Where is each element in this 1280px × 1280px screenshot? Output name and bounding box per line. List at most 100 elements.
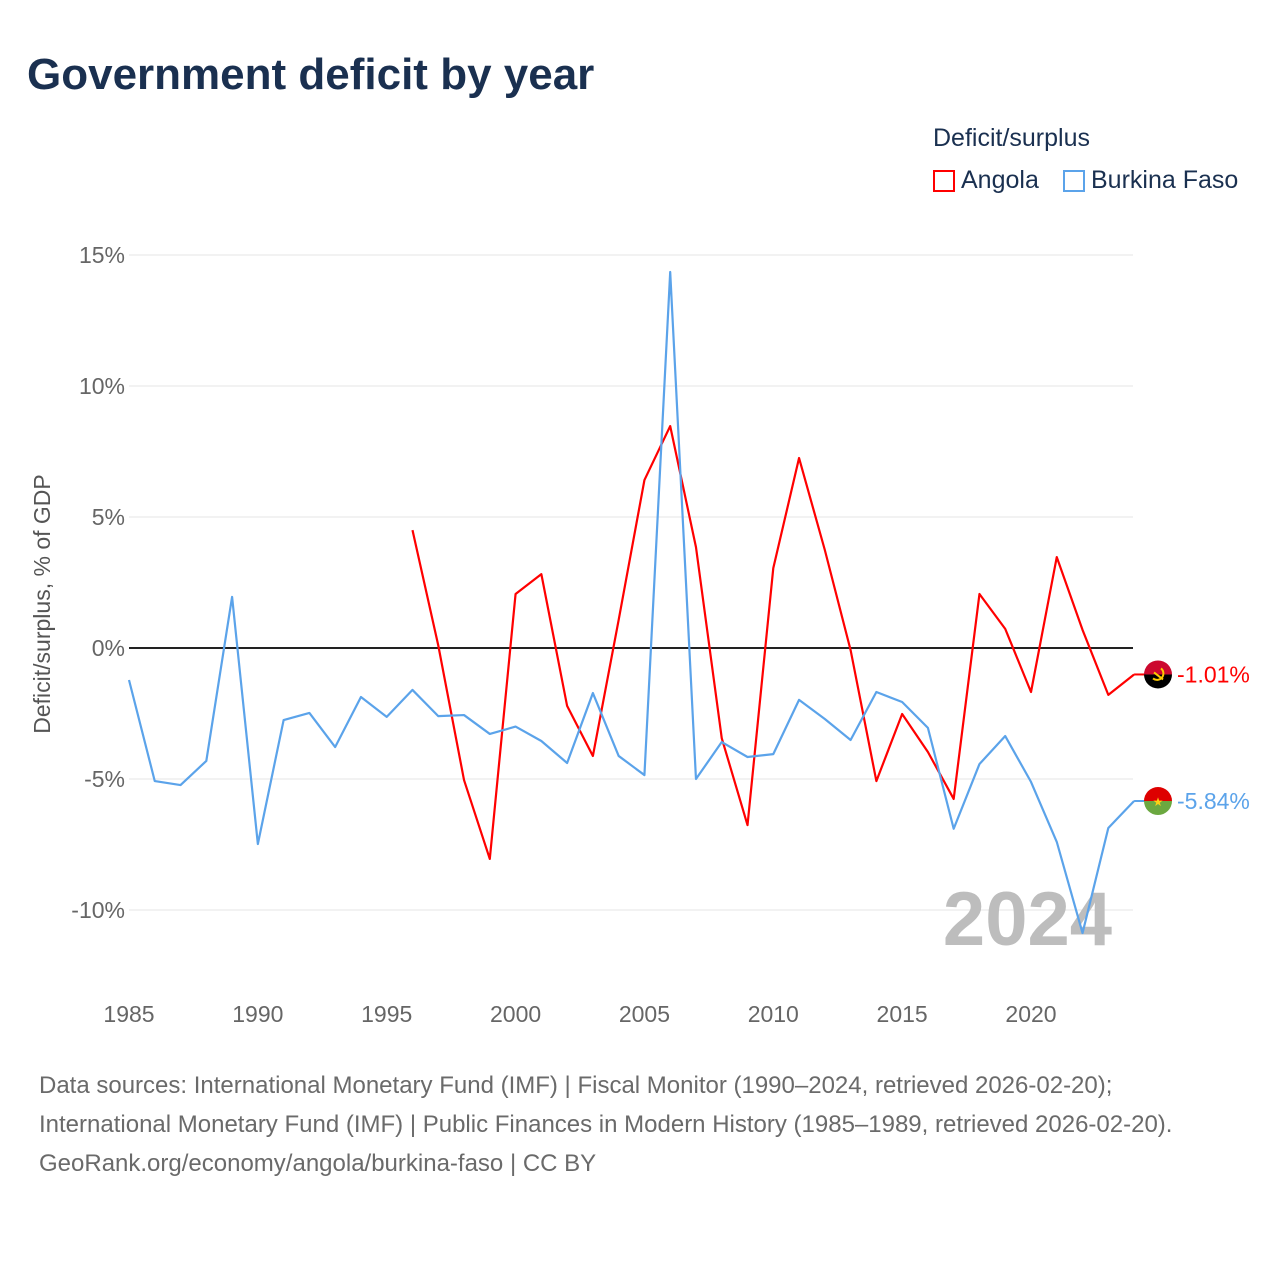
data-point-burkina-faso[interactable] <box>229 594 235 600</box>
data-sources: Data sources: International Monetary Fun… <box>39 1072 1173 1138</box>
data-point-burkina-faso[interactable] <box>1054 839 1060 845</box>
data-point-angola[interactable] <box>616 617 622 623</box>
x-tick-label: 2010 <box>748 1001 799 1027</box>
data-point-burkina-faso[interactable] <box>616 753 622 759</box>
data-point-angola[interactable] <box>590 753 596 759</box>
data-point-burkina-faso[interactable] <box>899 699 905 705</box>
legend-swatch-angola <box>933 169 955 192</box>
data-point-burkina-faso[interactable] <box>384 714 390 720</box>
legend-item-angola[interactable]: Angola <box>933 166 1039 195</box>
data-point-burkina-faso[interactable] <box>203 758 209 764</box>
x-tick-label: 2020 <box>1005 1001 1056 1027</box>
y-tick-label: 5% <box>92 504 125 530</box>
data-point-burkina-faso[interactable] <box>255 841 261 847</box>
svg-text:★: ★ <box>1153 795 1164 809</box>
flag-angola-icon <box>1144 660 1172 689</box>
data-point-angola[interactable] <box>538 571 544 577</box>
data-point-burkina-faso[interactable] <box>306 710 312 716</box>
data-point-angola[interactable] <box>513 591 519 597</box>
data-point-angola[interactable] <box>487 856 493 862</box>
data-point-burkina-faso[interactable] <box>667 269 673 275</box>
flag-burkina-faso-icon: ★ <box>1144 787 1172 816</box>
data-point-burkina-faso[interactable] <box>152 778 158 784</box>
y-axis-label: Deficit/surplus, % of GDP <box>29 474 55 733</box>
x-tick-label: 2005 <box>619 1001 670 1027</box>
data-point-burkina-faso[interactable] <box>590 690 596 696</box>
data-point-burkina-faso[interactable] <box>1080 930 1086 936</box>
data-point-burkina-faso[interactable] <box>1105 825 1111 831</box>
data-point-angola[interactable] <box>796 455 802 461</box>
legend-label: Angola <box>961 166 1039 194</box>
data-point-burkina-faso[interactable] <box>1028 779 1034 785</box>
data-point-burkina-faso[interactable] <box>925 725 931 731</box>
data-point-burkina-faso[interactable] <box>358 694 364 700</box>
legend-item-burkina-faso[interactable]: Burkina Faso <box>1063 166 1238 195</box>
series-line-angola[interactable] <box>411 424 1135 861</box>
end-value-label-angola: -1.01% <box>1177 661 1250 687</box>
x-axis-ticks: 1985 1990 1995 2000 2005 2010 2015 2020 <box>103 1001 1056 1027</box>
data-point-burkina-faso[interactable] <box>951 826 957 832</box>
series-lines <box>126 269 1135 936</box>
data-point-burkina-faso[interactable] <box>461 712 467 718</box>
data-point-burkina-faso[interactable] <box>976 761 982 767</box>
end-markers: -1.01% ★ -5.84% <box>1134 660 1250 816</box>
x-tick-label: 1995 <box>361 1001 412 1027</box>
data-point-angola[interactable] <box>873 778 879 784</box>
data-point-angola[interactable] <box>899 711 905 717</box>
data-point-burkina-faso[interactable] <box>487 731 493 737</box>
data-point-burkina-faso[interactable] <box>770 751 776 757</box>
series-line-burkina-faso[interactable] <box>127 270 1135 935</box>
data-point-burkina-faso[interactable] <box>513 724 519 730</box>
data-point-angola[interactable] <box>461 777 467 783</box>
data-point-angola[interactable] <box>745 822 751 828</box>
data-point-angola[interactable] <box>848 647 854 653</box>
legend-label: Burkina Faso <box>1091 166 1239 194</box>
data-point-angola[interactable] <box>564 703 570 709</box>
data-point-angola[interactable] <box>951 796 957 802</box>
data-point-angola[interactable] <box>435 642 441 648</box>
data-point-angola[interactable] <box>693 544 699 550</box>
line-chart: 15% 10% 5% 0% -5% -10% 1985 1990 1995 2000 2005 20… <box>29 242 1250 1027</box>
x-tick-label: 1990 <box>232 1001 283 1027</box>
data-point-angola[interactable] <box>976 591 982 597</box>
y-tick-label: 10% <box>79 373 125 399</box>
data-point-burkina-faso[interactable] <box>641 772 647 778</box>
footer: Data sources: International Monetary Fun… <box>39 1066 1239 1183</box>
data-point-burkina-faso[interactable] <box>332 744 338 750</box>
data-point-burkina-faso[interactable] <box>796 697 802 703</box>
data-point-burkina-faso[interactable] <box>873 689 879 695</box>
data-point-burkina-faso[interactable] <box>409 687 415 693</box>
data-point-burkina-faso[interactable] <box>1002 733 1008 739</box>
data-point-angola[interactable] <box>1105 692 1111 698</box>
y-tick-label: 15% <box>79 242 125 268</box>
data-point-angola[interactable] <box>1054 554 1060 560</box>
x-tick-label: 2015 <box>877 1001 928 1027</box>
data-point-burkina-faso[interactable] <box>538 738 544 744</box>
gridlines <box>129 254 1133 911</box>
data-point-burkina-faso[interactable] <box>848 737 854 743</box>
data-point-burkina-faso[interactable] <box>178 782 184 788</box>
legend-swatch-burkina-faso <box>1063 169 1085 192</box>
data-point-angola[interactable] <box>1028 689 1034 695</box>
data-point-burkina-faso[interactable] <box>719 739 725 745</box>
data-point-angola[interactable] <box>1002 626 1008 632</box>
data-point-burkina-faso[interactable] <box>822 716 828 722</box>
data-point-burkina-faso[interactable] <box>693 776 699 782</box>
chart-title: Government deficit by year <box>27 50 595 99</box>
x-tick-label: 1985 <box>103 1001 154 1027</box>
data-point-angola[interactable] <box>770 565 776 571</box>
data-point-burkina-faso[interactable] <box>281 717 287 723</box>
data-point-angola[interactable] <box>1080 627 1086 633</box>
data-point-burkina-faso[interactable] <box>564 760 570 766</box>
data-point-angola[interactable] <box>667 423 673 429</box>
data-point-burkina-faso[interactable] <box>126 677 132 683</box>
data-point-angola[interactable] <box>641 477 647 483</box>
data-point-angola[interactable] <box>822 547 828 553</box>
data-point-angola[interactable] <box>409 527 415 533</box>
data-point-angola[interactable] <box>925 749 931 755</box>
data-point-burkina-faso[interactable] <box>745 754 751 760</box>
attribution[interactable]: GeoRank.org/economy/angola/burkina-faso … <box>39 1150 597 1177</box>
legend-title: Deficit/surplus <box>933 124 1090 152</box>
y-tick-label: 0% <box>92 635 125 661</box>
data-point-burkina-faso[interactable] <box>435 713 441 719</box>
